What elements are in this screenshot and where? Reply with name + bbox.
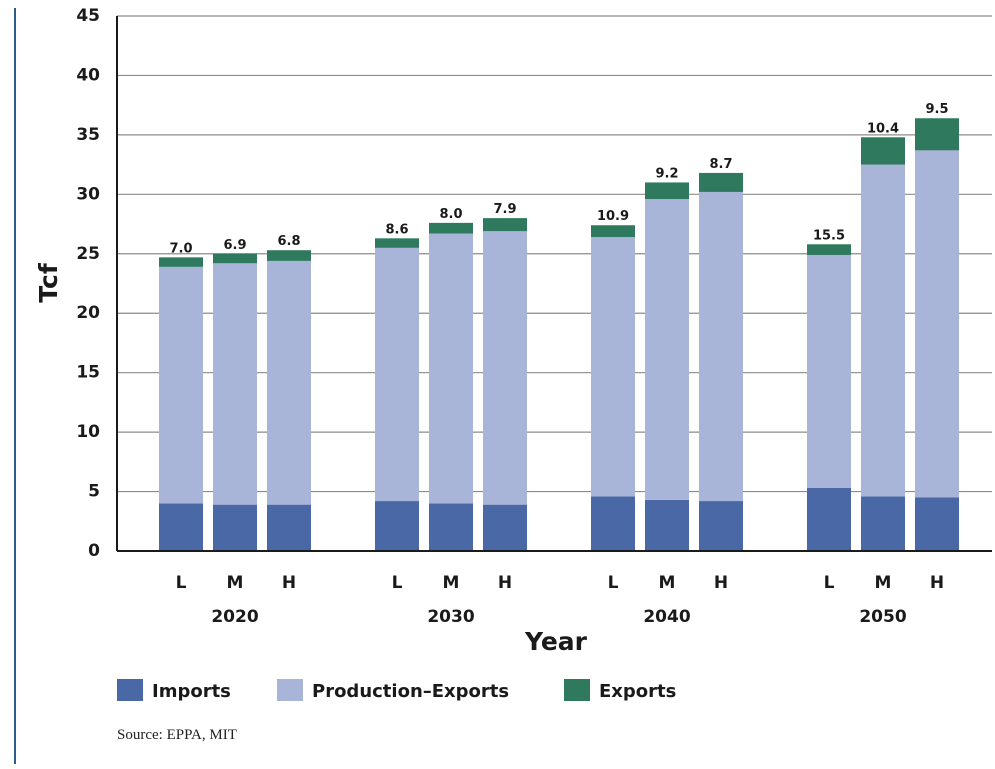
bar-segment-imports [915,497,959,551]
bar-segment-exports [861,137,905,165]
bar-segment-production-exports [591,237,635,497]
bar-segment-production-exports [213,263,257,505]
x-axis-title: Year [524,627,588,656]
bar-segment-exports [213,253,257,264]
legend-label: Exports [599,681,676,702]
y-tick-labels: 0 5 10 15 20 25 30 35 40 45 [76,6,100,561]
legend-swatch [564,679,590,701]
bar-segment-exports [915,118,959,151]
data-label: 6.8 [277,234,300,249]
group-label: 2030 [427,607,474,627]
scenario-label: M [875,573,892,593]
data-labels: 7.0 6.9 6.8 8.6 8.0 7.9 10.9 9.2 8.7 15.5 10.4 9.5 [169,102,948,256]
scenario-label: L [824,573,835,593]
data-label: 9.2 [655,166,678,181]
bar-segment-imports [483,504,527,551]
y-tick-label: 35 [76,125,100,145]
scenario-label: M [443,573,460,593]
legend: Imports Production–Exports Exports [117,679,676,702]
data-label: 7.9 [493,202,516,217]
scenario-label: M [227,573,244,593]
bar-segment-production-exports [483,231,527,505]
y-tick-label: 15 [76,363,100,383]
stacked-bar-chart: 0 5 10 15 20 25 30 35 40 45 7.0 6.9 6.8 8.6 8.0 7.9 10.… [34,6,992,702]
data-label: 7.0 [169,241,192,256]
bar-segment-production-exports [429,233,473,504]
y-tick-label: 30 [76,184,100,204]
bar-segment-production-exports [861,164,905,497]
data-label: 8.6 [385,222,408,237]
scenario-label: H [498,573,512,593]
bar-segment-imports [213,504,257,551]
scenario-label: L [392,573,403,593]
scenario-label: L [176,573,187,593]
y-tick-label: 20 [76,303,100,323]
y-tick-label: 10 [76,422,100,442]
bar-segment-exports [807,244,851,255]
bar-segment-production-exports [699,191,743,502]
y-axis-title: Tcf [34,262,63,303]
bar-segment-production-exports [915,150,959,498]
scenario-label: H [930,573,944,593]
legend-swatch [117,679,143,701]
source-note: Source: EPPA, MIT [117,727,237,743]
bar-segment-imports [267,504,311,551]
data-label: 15.5 [813,228,845,243]
bar-segment-exports [159,257,203,267]
data-label: 8.7 [709,157,732,172]
scenario-label: L [608,573,619,593]
bar-segment-exports [483,218,527,232]
data-label: 6.9 [223,238,246,253]
bar-segment-exports [699,172,743,192]
bar-segment-production-exports [159,266,203,504]
bar-segment-production-exports [645,199,689,500]
bar-segment-exports [267,250,311,261]
bars [159,118,959,551]
bar-segment-production-exports [267,260,311,505]
bar-segment-imports [645,499,689,551]
bar-segment-production-exports [807,254,851,488]
legend-label: Production–Exports [312,681,509,702]
scenario-label: M [659,573,676,593]
bar-segment-exports [375,238,419,248]
y-tick-label: 40 [76,65,100,85]
bar-segment-imports [699,501,743,551]
scenario-label: H [714,573,728,593]
bar-segment-imports [591,496,635,551]
bar-segment-imports [159,503,203,551]
x-category-labels: L M H 2020 L M H 2030 L M H 2040 L M H 2050 [176,573,945,627]
group-label: 2040 [643,607,690,627]
bar-segment-production-exports [375,247,419,502]
bar-segment-imports [375,501,419,551]
group-label: 2020 [211,607,258,627]
bar-segment-exports [591,225,635,238]
y-tick-label: 25 [76,244,100,264]
scenario-label: H [282,573,296,593]
data-label: 8.0 [439,207,462,222]
legend-label: Imports [152,681,231,702]
bar-segment-exports [645,182,689,200]
left-accent-rule [14,8,16,764]
data-label: 10.9 [597,209,629,224]
bar-segment-exports [429,222,473,234]
bar-segment-imports [429,503,473,551]
data-label: 10.4 [867,121,899,136]
data-label: 9.5 [925,102,948,117]
bar-segment-imports [861,496,905,551]
y-tick-label: 5 [88,482,100,502]
bar-segment-imports [807,487,851,551]
group-label: 2050 [859,607,906,627]
y-tick-label: 45 [76,6,100,26]
y-tick-label: 0 [88,541,100,561]
legend-swatch [277,679,303,701]
